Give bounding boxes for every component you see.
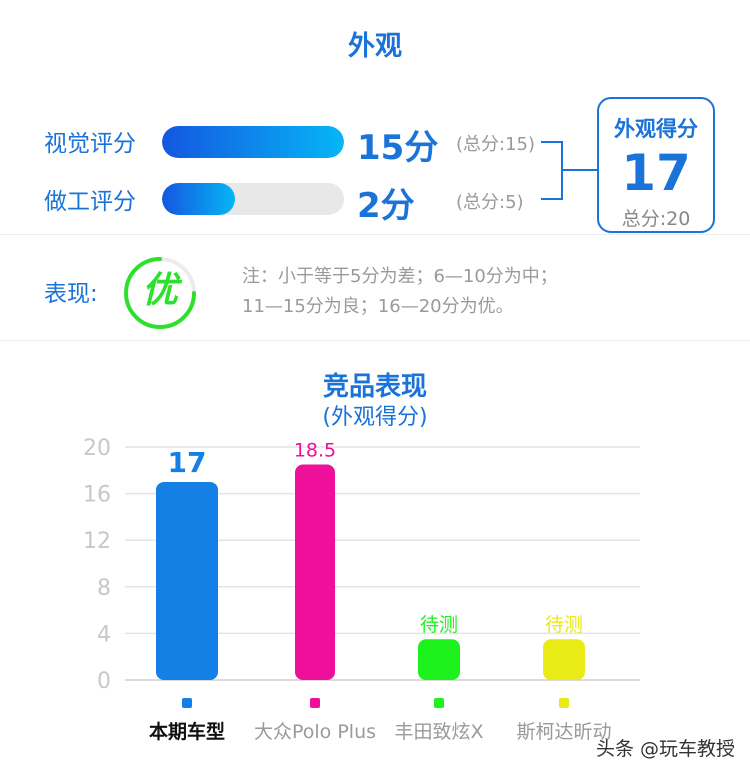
category-marker (310, 698, 320, 708)
bar (156, 481, 218, 680)
craft-score-label: 做工评分 (44, 189, 136, 215)
grade-badge: 优 (141, 270, 178, 311)
chart-title: 竞品表现 (322, 372, 427, 402)
category-marker (434, 698, 444, 708)
y-tick-label: 0 (97, 669, 111, 694)
data-label: 待测 (545, 614, 583, 636)
y-tick-label: 16 (83, 483, 111, 508)
craft-score-value: 2分 (357, 186, 415, 226)
visual-score-fill (162, 126, 344, 158)
y-tick-label: 20 (83, 436, 111, 461)
bracket-top (541, 141, 563, 143)
data-label: 17 (168, 446, 207, 479)
category-marker (182, 698, 192, 708)
craft-score-total: (总分:5) (456, 192, 524, 213)
summary-title: 外观得分 (614, 117, 698, 141)
category-marker (559, 698, 569, 708)
summary-total: 总分:20 (621, 208, 691, 230)
y-tick-label: 4 (97, 622, 111, 647)
chart-subtitle: (外观得分) (322, 405, 428, 430)
summary-box: 外观得分 17 总分:20 (597, 97, 715, 233)
x-tick-label: 本期车型 (149, 720, 225, 743)
bar (295, 464, 335, 680)
grade-note-line1: 注：小于等于5分为差；6—10分为中； (242, 266, 558, 287)
divider-middle (0, 340, 750, 341)
visual-score-bar (162, 126, 344, 158)
grade-ring (124, 257, 196, 329)
data-label: 待测 (420, 614, 458, 636)
visual-score-value: 15分 (357, 128, 439, 168)
bar (418, 639, 460, 680)
x-tick-label: 斯柯达昕动 (516, 721, 611, 743)
section-title: 外观 (348, 31, 402, 62)
x-tick-label: 大众Polo Plus (254, 721, 376, 743)
divider-top (0, 234, 750, 235)
x-tick-label: 丰田致炫X (394, 721, 483, 743)
watermark: 头条 @玩车教授 (596, 738, 736, 760)
craft-score-fill (162, 183, 235, 215)
y-tick-label: 12 (83, 529, 111, 554)
summary-score: 17 (621, 144, 691, 202)
y-tick-label: 8 (97, 576, 111, 601)
grade-ring-arc (124, 257, 196, 329)
bar (543, 639, 585, 680)
grade-note-line2: 11—15分为良；16—20分为优。 (242, 296, 514, 317)
bracket-bottom (541, 198, 563, 200)
visual-score-total: (总分:15) (456, 134, 536, 155)
data-label: 18.5 (294, 439, 336, 461)
performance-label: 表现: (44, 281, 98, 307)
bracket-connector (561, 169, 597, 171)
visual-score-label: 视觉评分 (44, 131, 136, 157)
craft-score-bar (162, 183, 344, 215)
